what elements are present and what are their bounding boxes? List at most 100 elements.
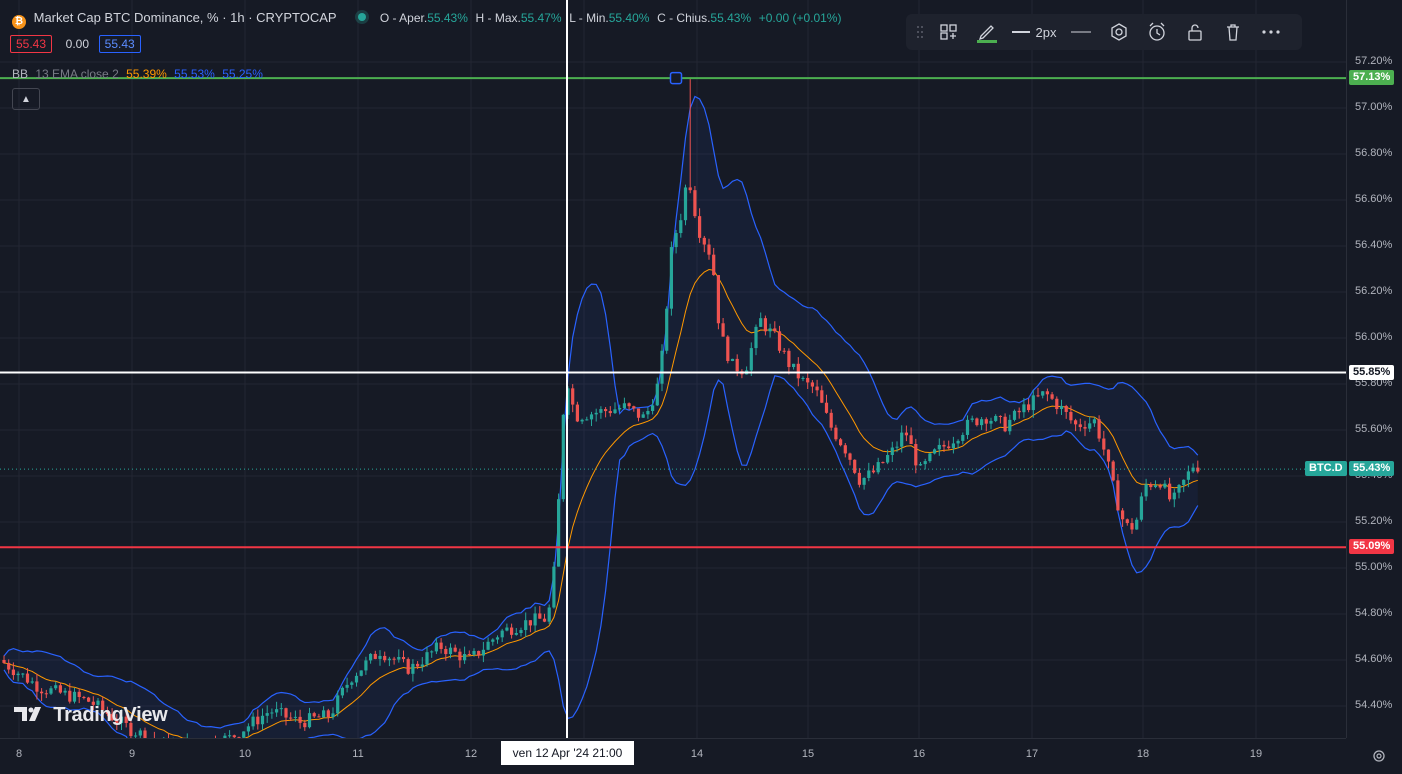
- candle-body: [759, 318, 763, 327]
- indicator-upper-value: 55.53%: [174, 67, 215, 81]
- candle-body: [853, 459, 857, 473]
- ohlc-low-value: 55.40%: [608, 11, 650, 25]
- candle-body: [834, 427, 838, 440]
- collapse-legend-button[interactable]: ▲: [12, 88, 40, 110]
- price-axis[interactable]: 57.20% 57.00% 56.80% 56.60% 56.40% 56.20% 56.0…: [1346, 0, 1402, 738]
- candle-body: [1121, 510, 1125, 520]
- symbol-title[interactable]: Market Cap BTC Dominance, % · 1h · CRYPT…: [33, 10, 337, 25]
- candle-body: [430, 651, 434, 653]
- time-tick-label: 11: [352, 748, 364, 760]
- candle-body: [467, 654, 471, 656]
- price-tick-label: 54.80%: [1355, 607, 1393, 619]
- candle-body: [975, 418, 979, 426]
- candle-body: [336, 695, 340, 714]
- candle-body: [434, 642, 438, 652]
- ohlc-close-label: C - Chius.: [657, 11, 711, 25]
- candle-body: [105, 710, 109, 715]
- candle-body: [1036, 395, 1040, 397]
- candle-body: [768, 328, 772, 332]
- price-chart[interactable]: [0, 0, 1346, 762]
- candle-body: [1106, 449, 1111, 462]
- candle-body: [947, 446, 951, 449]
- candle-body: [712, 254, 716, 276]
- candle-body: [265, 713, 269, 716]
- candle-body: [1083, 427, 1087, 429]
- candle-body: [378, 655, 382, 659]
- time-tick-label: 8: [15, 748, 23, 760]
- ohlc-high-value: 55.47%: [520, 11, 562, 25]
- candle-body: [481, 649, 485, 656]
- indicator-legend[interactable]: BB 13 EMA close 2 55.39% 55.53% 55.25%: [12, 67, 267, 81]
- candle-body: [63, 690, 67, 693]
- more-button[interactable]: [1252, 14, 1290, 50]
- candle-body: [21, 673, 25, 675]
- candle-body: [416, 663, 420, 667]
- candle-body: [44, 693, 48, 695]
- candle-body: [1017, 410, 1021, 413]
- candle-body: [68, 690, 72, 702]
- candle-body: [923, 461, 927, 465]
- candle-body: [1186, 471, 1190, 480]
- candle-body: [1153, 485, 1158, 488]
- candle-body: [237, 737, 241, 739]
- candle-body: [486, 641, 490, 650]
- time-tick-label: 18: [1136, 748, 1150, 760]
- candle-body: [16, 673, 20, 676]
- time-tick-label: 9: [128, 748, 136, 760]
- candle-body: [1139, 496, 1143, 520]
- candle-body: [904, 432, 908, 436]
- candle-body: [796, 363, 800, 379]
- candle-body: [1008, 419, 1012, 432]
- chart-settings-button[interactable]: [1368, 745, 1390, 767]
- candle-body: [900, 432, 904, 447]
- line-width-button[interactable]: 2px: [1006, 14, 1062, 50]
- candle-body: [1059, 405, 1064, 410]
- candle-body: [25, 673, 30, 683]
- line-style-button[interactable]: [1062, 14, 1100, 50]
- candle-body: [453, 647, 457, 652]
- candle-body: [1125, 519, 1129, 524]
- candle-body: [246, 726, 250, 732]
- line-color-button[interactable]: [968, 14, 1006, 50]
- candle-body: [411, 663, 415, 674]
- settings-button[interactable]: [1100, 14, 1138, 50]
- candle-body: [124, 716, 128, 723]
- price-tag-last: 55.43%: [1349, 461, 1395, 477]
- candle-body: [463, 654, 467, 661]
- delete-button[interactable]: [1214, 14, 1252, 50]
- candle-body: [890, 447, 894, 456]
- buy-button[interactable]: 55.43: [98, 35, 141, 53]
- candle-body: [721, 323, 725, 337]
- tradingview-logo-icon: [14, 707, 41, 721]
- chart-plot-area[interactable]: [0, 0, 1346, 762]
- price-tick-label: 56.60%: [1355, 193, 1393, 205]
- sell-button[interactable]: 55.43: [10, 35, 53, 53]
- candle-body: [1116, 480, 1120, 511]
- candle-body: [914, 443, 918, 466]
- candle-body: [298, 716, 302, 723]
- time-axis[interactable]: 8910111213141516171819: [0, 738, 1385, 774]
- pencil-icon: [977, 25, 997, 43]
- candle-body: [54, 685, 58, 689]
- ohlc-open-value: 55.43%: [427, 11, 468, 25]
- candle-body: [777, 331, 782, 351]
- candle-body: [707, 244, 711, 255]
- candle-body: [886, 455, 890, 463]
- candle-body: [674, 233, 678, 248]
- templates-button[interactable]: [930, 14, 968, 50]
- candle-body: [538, 613, 542, 619]
- drag-handle-icon[interactable]: [910, 14, 930, 50]
- line-width-label: 2px: [1035, 24, 1057, 40]
- candle-body: [406, 659, 410, 674]
- ohlc-low-label: L - Min.: [569, 11, 609, 25]
- candle-body: [30, 681, 34, 683]
- candle-body: [439, 642, 443, 649]
- lock-button[interactable]: [1176, 14, 1214, 50]
- drawing-toolbar: 2px: [906, 14, 1302, 50]
- candle-body: [82, 696, 86, 698]
- alert-button[interactable]: [1138, 14, 1176, 50]
- candle-body: [326, 710, 330, 718]
- candle-body: [228, 735, 232, 737]
- watermark-text: TradingView: [53, 704, 168, 726]
- candle-body: [679, 220, 683, 234]
